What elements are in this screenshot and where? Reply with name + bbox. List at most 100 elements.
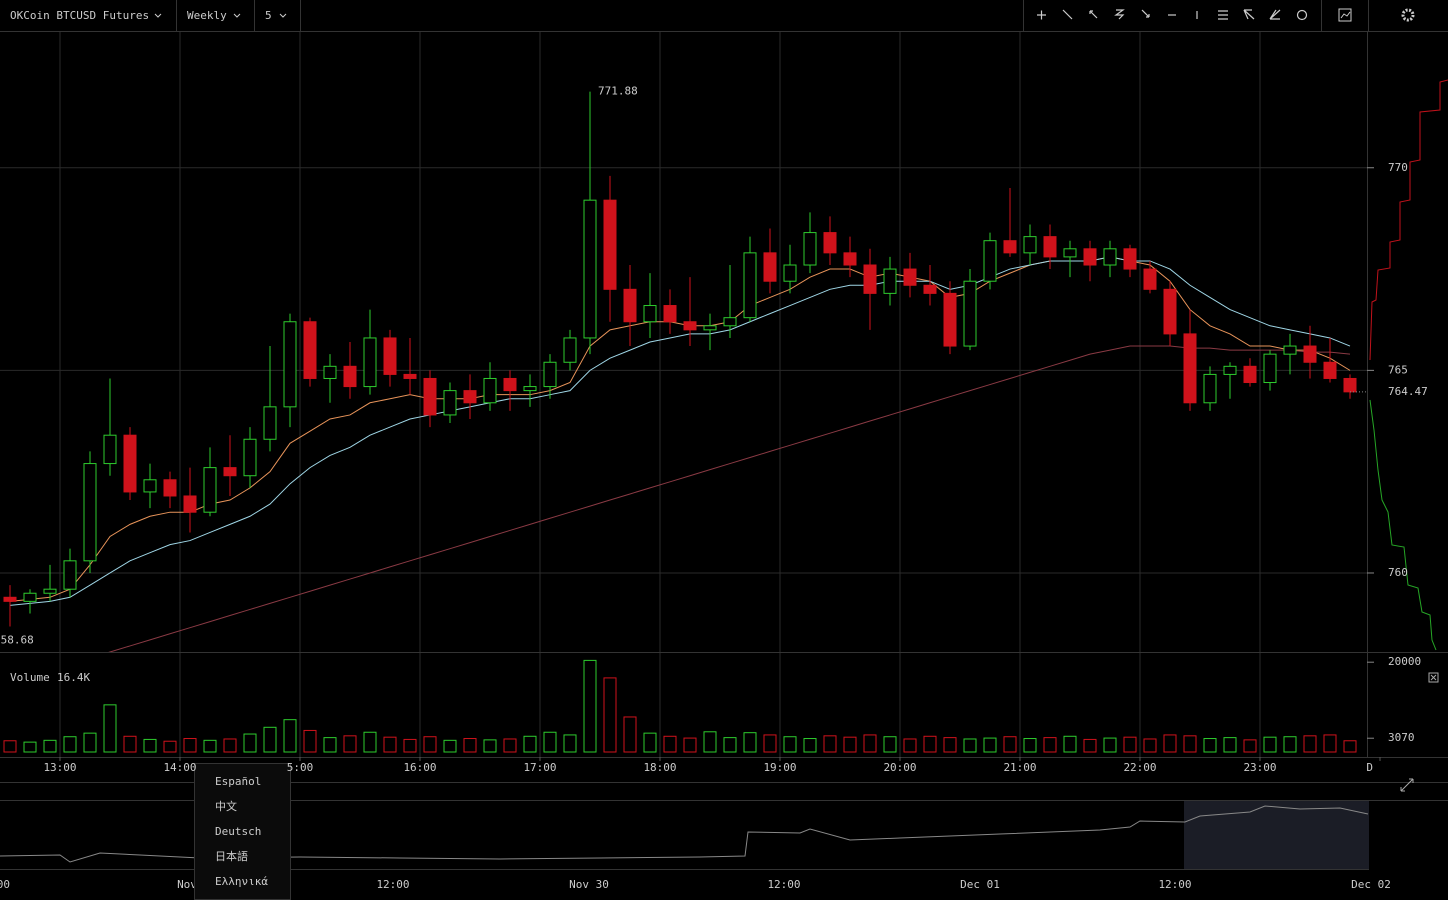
depth-asks [1369, 79, 1448, 361]
candle-body [1283, 345, 1297, 355]
x-tick-label: D [1366, 761, 1373, 774]
navigator-label: 12:00 [1158, 878, 1191, 891]
volume-bar [1283, 736, 1297, 753]
language-option[interactable]: Español [215, 775, 261, 788]
volume-bar [203, 739, 217, 753]
volume-bar [1263, 736, 1277, 753]
volume-bar [1303, 735, 1317, 753]
drawing-tools[interactable] [1037, 9, 1308, 21]
x-tick-label: 19:00 [763, 761, 796, 774]
candle-body [463, 390, 477, 404]
candle-body [43, 588, 57, 594]
candle-body [1083, 248, 1097, 266]
caret [154, 13, 162, 18]
volume-bar [163, 740, 177, 753]
y-tick-label: 20000 [1388, 655, 1421, 668]
volume-bar [1143, 738, 1157, 753]
volume-bar [223, 738, 237, 753]
volume-value: 16.4K [57, 671, 90, 684]
candle-body [1243, 365, 1257, 384]
candle-body [1263, 353, 1277, 384]
x-tick-label: 18:00 [643, 761, 676, 774]
language-option[interactable]: Deutsch [215, 825, 261, 838]
candle-body [963, 280, 977, 347]
candle-body [1223, 365, 1237, 375]
candle-body [363, 337, 377, 388]
candle-body [263, 406, 277, 440]
volume-bar [1063, 735, 1077, 753]
volume-bar [623, 716, 637, 753]
volume-bar [943, 737, 957, 753]
volume-bar [1083, 738, 1097, 753]
volume-bar [683, 737, 697, 753]
navigator-label: :00 [0, 878, 10, 891]
volume-bar [1163, 734, 1177, 753]
volume-bar [283, 719, 297, 753]
y-tick-label: 3070 [1388, 731, 1415, 744]
close-volume[interactable] [1428, 672, 1439, 683]
volume-bar [83, 732, 97, 753]
symbol-select[interactable]: OKCoin BTCUSD Futures [10, 9, 149, 22]
volume-bar [1343, 740, 1357, 753]
volume-bar [143, 738, 157, 753]
indicator-button[interactable] [1338, 8, 1352, 22]
candle-body [183, 495, 197, 513]
volume-bar [303, 729, 317, 753]
language-option[interactable]: Ελληνικά [215, 875, 268, 888]
candle-body [683, 321, 697, 331]
volume-bar [1003, 736, 1017, 753]
volume-bar [563, 734, 577, 753]
y-tick-label: 770 [1388, 161, 1408, 174]
navigator-window[interactable] [1184, 801, 1369, 869]
fullscreen-button[interactable] [1400, 778, 1414, 792]
volume-bar [1123, 736, 1137, 753]
candle-body [203, 467, 217, 513]
volume-bar [763, 734, 777, 753]
candle-body [583, 199, 597, 339]
candle-body [623, 288, 637, 323]
language-option[interactable]: 中文 [215, 799, 237, 813]
candle-body [823, 232, 837, 254]
candle-body [943, 292, 957, 347]
candle-body [643, 305, 657, 323]
high-label: 771.88 [598, 85, 638, 98]
volume-bar [783, 736, 797, 753]
interval-select[interactable]: 5 [265, 9, 272, 22]
candle-body [743, 252, 757, 319]
caret [233, 13, 241, 18]
volume-bar [1023, 738, 1037, 753]
candle-body [723, 317, 737, 327]
volume-bar [863, 734, 877, 753]
navigator-label: Dec 02 [1351, 878, 1391, 891]
candle-body [763, 252, 777, 282]
y-tick-label: 765 [1388, 363, 1408, 376]
volume-bar [423, 736, 437, 753]
candle-body [323, 365, 337, 379]
navigator-label: 12:00 [376, 878, 409, 891]
candle-body [383, 337, 397, 375]
volume-bar [1223, 737, 1237, 753]
moving-average [108, 345, 1351, 652]
candle-body [1323, 361, 1337, 379]
volume-bar [123, 735, 137, 753]
candle-body [283, 321, 297, 408]
plot-area [3, 91, 1357, 652]
volume-bar [503, 738, 517, 753]
candle-body [23, 592, 37, 602]
caret [279, 13, 287, 18]
candle-body [923, 284, 937, 294]
settings-button[interactable] [1401, 8, 1415, 22]
volume-bar [703, 731, 717, 753]
candle-body [983, 240, 997, 282]
indicator-icon [1340, 11, 1351, 19]
language-option[interactable]: 日本語 [215, 849, 248, 863]
navigator-label: Nov [177, 878, 197, 891]
x-tick-label: 13:00 [43, 761, 76, 774]
range-select[interactable]: Weekly [187, 9, 227, 22]
candle-body [703, 325, 717, 331]
volume-bar [463, 738, 477, 753]
candle-body [163, 479, 177, 497]
candle-body [1203, 373, 1217, 404]
navigator-label: 12:00 [767, 878, 800, 891]
